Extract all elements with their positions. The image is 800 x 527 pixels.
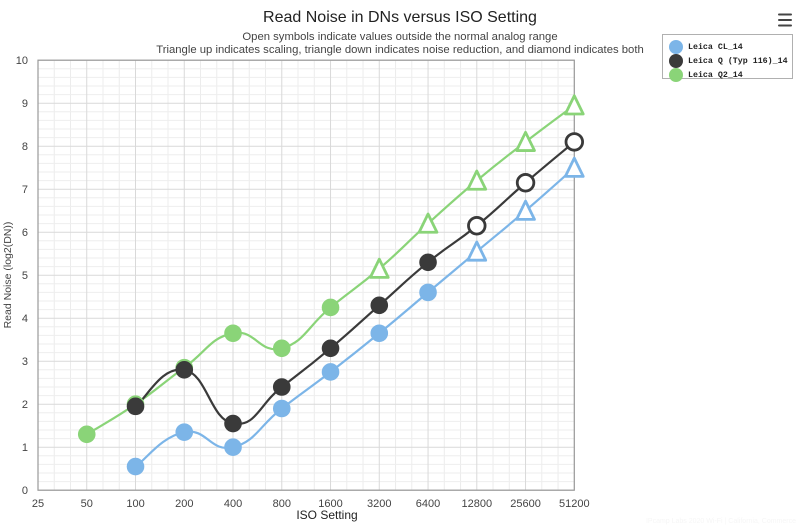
svg-text:4: 4 <box>22 313 28 325</box>
svg-text:9: 9 <box>22 98 28 110</box>
svg-text:10: 10 <box>16 55 28 67</box>
svg-text:8: 8 <box>22 141 28 153</box>
svg-text:3: 3 <box>22 356 28 368</box>
svg-text:0: 0 <box>22 485 28 497</box>
svg-text:2: 2 <box>22 399 28 411</box>
svg-text:5: 5 <box>22 270 28 282</box>
svg-text:1: 1 <box>22 442 28 454</box>
svg-text:6: 6 <box>22 227 28 239</box>
svg-text:7: 7 <box>22 184 28 196</box>
